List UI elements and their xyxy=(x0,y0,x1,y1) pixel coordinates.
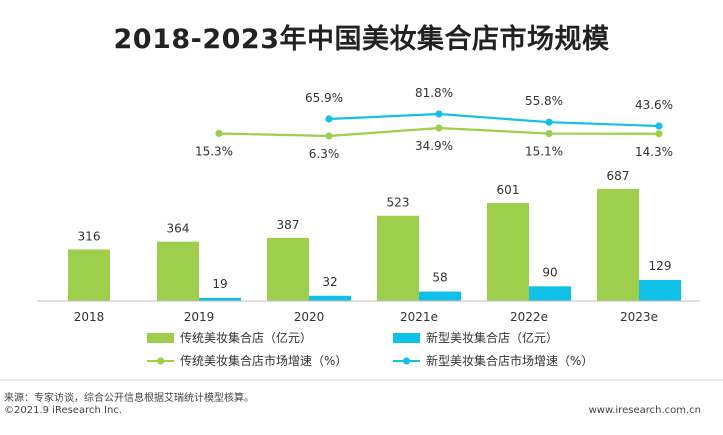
bar-traditional xyxy=(267,237,309,301)
traditional-growth-point xyxy=(545,129,553,138)
source-note: 来源：专家访谈，综合公开信息根据艾瑞统计模型核算。 xyxy=(4,393,254,404)
bar-new-type xyxy=(529,286,571,301)
x-tick-label: 2021e xyxy=(400,310,438,324)
x-tick-label: 2023e xyxy=(620,310,658,324)
bar-traditional xyxy=(377,215,419,301)
bars-layer: 316 364 19 387 32 523 58 601 90 687 129 xyxy=(68,169,681,301)
new-type-growth-label: 81.8% xyxy=(415,86,453,100)
traditional-growth-label: 6.3% xyxy=(309,147,340,161)
copyright: ©2021.9 iResearch Inc. xyxy=(4,405,122,416)
traditional-growth-point xyxy=(325,132,333,140)
lines-layer: 15.3% 6.3% 34.9% 15.1% 14.3% 65.9% 81.8% 55.8% 4… xyxy=(195,86,673,161)
new-type-growth-point xyxy=(325,115,333,123)
x-tick-label: 2022e xyxy=(510,310,548,324)
new-type-growth-label: 55.8% xyxy=(525,94,563,108)
legend-label: 新型美妆集合店（亿元） xyxy=(426,330,558,345)
bar-traditional-label: 316 xyxy=(78,229,101,243)
bar-traditional-label: 687 xyxy=(607,169,630,183)
legend-label: 新型美妆集合店市场增速（%） xyxy=(426,353,593,368)
x-tick-label: 2018 xyxy=(74,310,105,324)
website: www.iresearch.com.cn xyxy=(588,405,701,416)
traditional-growth-label: 15.1% xyxy=(525,145,563,159)
new-type-growth-point xyxy=(435,110,443,118)
bar-new-type xyxy=(309,295,351,301)
bar-new-type-label: 19 xyxy=(212,277,227,291)
new-type-growth-point xyxy=(655,122,663,130)
bar-new-type xyxy=(419,291,461,301)
bar-new-type-label: 58 xyxy=(432,271,447,285)
bar-traditional-label: 387 xyxy=(277,218,300,232)
new-type-growth-line xyxy=(328,112,660,128)
legend-swatch-bar xyxy=(393,333,420,343)
traditional-growth-point xyxy=(435,124,443,132)
traditional-growth-label: 34.9% xyxy=(415,139,453,153)
legend-label: 传统美妆集合店（亿元） xyxy=(180,330,312,345)
bar-new-type-label: 90 xyxy=(542,265,557,279)
bar-traditional xyxy=(68,249,110,301)
new-type-growth-label: 43.6% xyxy=(635,98,673,112)
x-tick-label: 2019 xyxy=(184,310,215,324)
bar-traditional-label: 601 xyxy=(497,183,520,197)
new-type-growth-label: 65.9% xyxy=(305,91,343,105)
chart-title: 2018-2023年中国美妆集合店市场规模 xyxy=(113,24,610,55)
bar-traditional-label: 364 xyxy=(167,222,190,236)
traditional-growth-label: 14.3% xyxy=(635,145,673,159)
bar-new-type-label: 129 xyxy=(649,259,672,273)
bar-traditional xyxy=(597,189,639,301)
new-type-growth-point xyxy=(545,118,553,126)
bar-new-type xyxy=(199,297,241,301)
legend-swatch-point xyxy=(156,357,165,365)
legend-layer: 传统美妆集合店（亿元） 新型美妆集合店（亿元） 传统美妆集合店市场增速（%） 新型美妆… xyxy=(147,330,593,368)
bar-traditional xyxy=(157,241,199,301)
bar-new-type-label: 32 xyxy=(322,275,337,289)
legend-swatch-bar xyxy=(147,333,174,343)
legend-label: 传统美妆集合店市场增速（%） xyxy=(180,353,347,368)
traditional-growth-label: 15.3% xyxy=(195,144,233,158)
x-tick-label: 2020 xyxy=(294,310,325,324)
bar-traditional xyxy=(487,203,529,301)
traditional-growth-point xyxy=(655,130,663,138)
axis-layer: 2018 2019 2020 2021e 2022e 2023e xyxy=(0,300,723,381)
legend-swatch-point xyxy=(402,357,411,365)
bar-traditional-label: 523 xyxy=(387,196,410,210)
bar-new-type xyxy=(639,279,681,301)
traditional-growth-point xyxy=(215,129,223,138)
